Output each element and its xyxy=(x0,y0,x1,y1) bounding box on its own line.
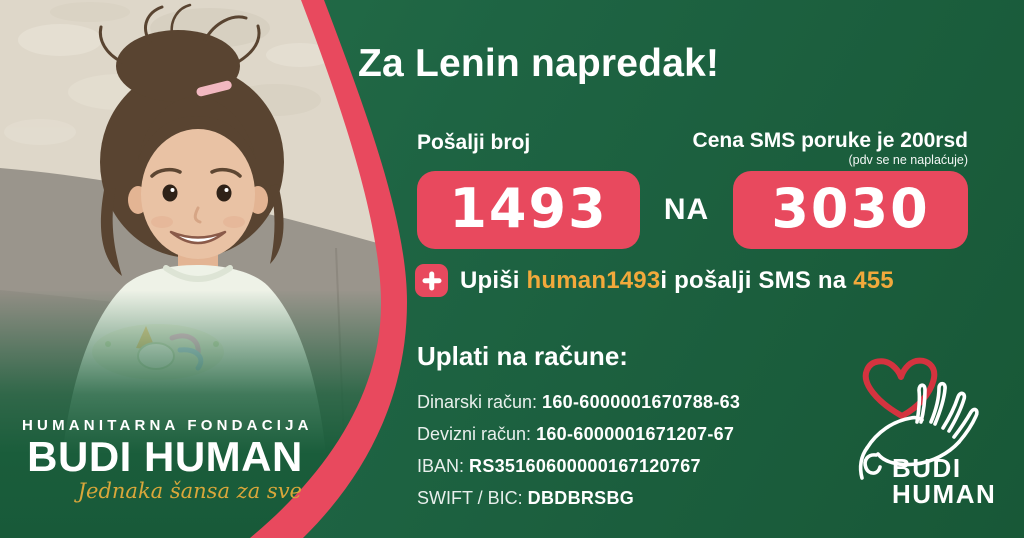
sms-short-code-box: 1493 xyxy=(417,171,640,249)
account-row-devizni: Devizni račun: 160-6000001671207-67 xyxy=(417,425,740,444)
foundation-block: HUMANITARNA FONDACIJA BUDI HUMAN Jednaka… xyxy=(22,417,308,503)
send-number-label: Pošalji broj xyxy=(417,131,531,154)
account-value: RS35160600000167120767 xyxy=(469,456,701,476)
account-label: IBAN: xyxy=(417,456,470,476)
sms-keyword-text: Upiši human1493i pošalji SMS na 455 xyxy=(460,267,894,295)
account-value: DBDBRSBG xyxy=(527,488,635,508)
account-row-dinarski: Dinarski račun: 160-6000001670788-63 xyxy=(417,393,740,412)
red-curve-divider xyxy=(250,0,407,538)
sms-price-note: (pdv se ne naplaćuje) xyxy=(848,153,968,167)
account-label: SWIFT / BIC: xyxy=(417,488,528,508)
foundation-tagline: Jednaka šansa za sve xyxy=(77,479,302,503)
account-row-swift: SWIFT / BIC: DBDBRSBG xyxy=(417,489,740,508)
child-photo-illustration xyxy=(0,0,384,538)
logo-heart xyxy=(862,357,938,419)
medical-cross-icon xyxy=(415,264,448,297)
sms-numbers-row: 1493 NA 3030 xyxy=(417,171,968,249)
account-label: Devizni račun: xyxy=(417,424,537,444)
keyword-prefix: Upiši xyxy=(460,266,527,294)
logo-hand xyxy=(858,381,979,480)
account-row-iban: IBAN: RS35160600000167120767 xyxy=(417,457,740,476)
logo-line2: HUMAN xyxy=(892,479,997,509)
budi-human-logo: BUDI HUMAN xyxy=(845,352,1015,527)
account-label: Dinarski račun: xyxy=(417,392,543,412)
keyword-code: human1493 xyxy=(526,266,661,294)
sms-short-code: 1493 xyxy=(449,177,608,240)
account-value: 160-6000001670788-63 xyxy=(542,392,741,412)
logo-line1: BUDI xyxy=(892,453,962,483)
sms-price-label: Cena SMS poruke je 200rsd xyxy=(692,129,968,152)
sms-number-box: 3030 xyxy=(733,171,968,249)
connector-label: NA xyxy=(663,193,710,226)
keyword-middle: i pošalji SMS na xyxy=(660,266,854,294)
sms-keyword-row: Upiši human1493i pošalji SMS na 455 xyxy=(415,264,894,297)
account-value: 160-6000001671207-67 xyxy=(536,424,735,444)
campaign-title: Za Lenin napredak! xyxy=(358,42,720,85)
foundation-name: BUDI HUMAN xyxy=(27,433,303,480)
accounts-block: Uplati na račune: Dinarski račun: 160-60… xyxy=(417,341,740,521)
sms-price-block: Cena SMS poruke je 200rsd (pdv se ne nap… xyxy=(693,129,968,167)
accounts-heading: Uplati na račune: xyxy=(417,341,628,371)
heart-in-hand-icon xyxy=(858,357,979,480)
hair-clip xyxy=(196,80,232,97)
sms-number: 3030 xyxy=(771,177,930,240)
logo-wordmark: BUDI HUMAN xyxy=(892,455,996,507)
keyword-number: 455 xyxy=(853,266,894,294)
foundation-label: HUMANITARNA FONDACIJA xyxy=(22,417,313,434)
